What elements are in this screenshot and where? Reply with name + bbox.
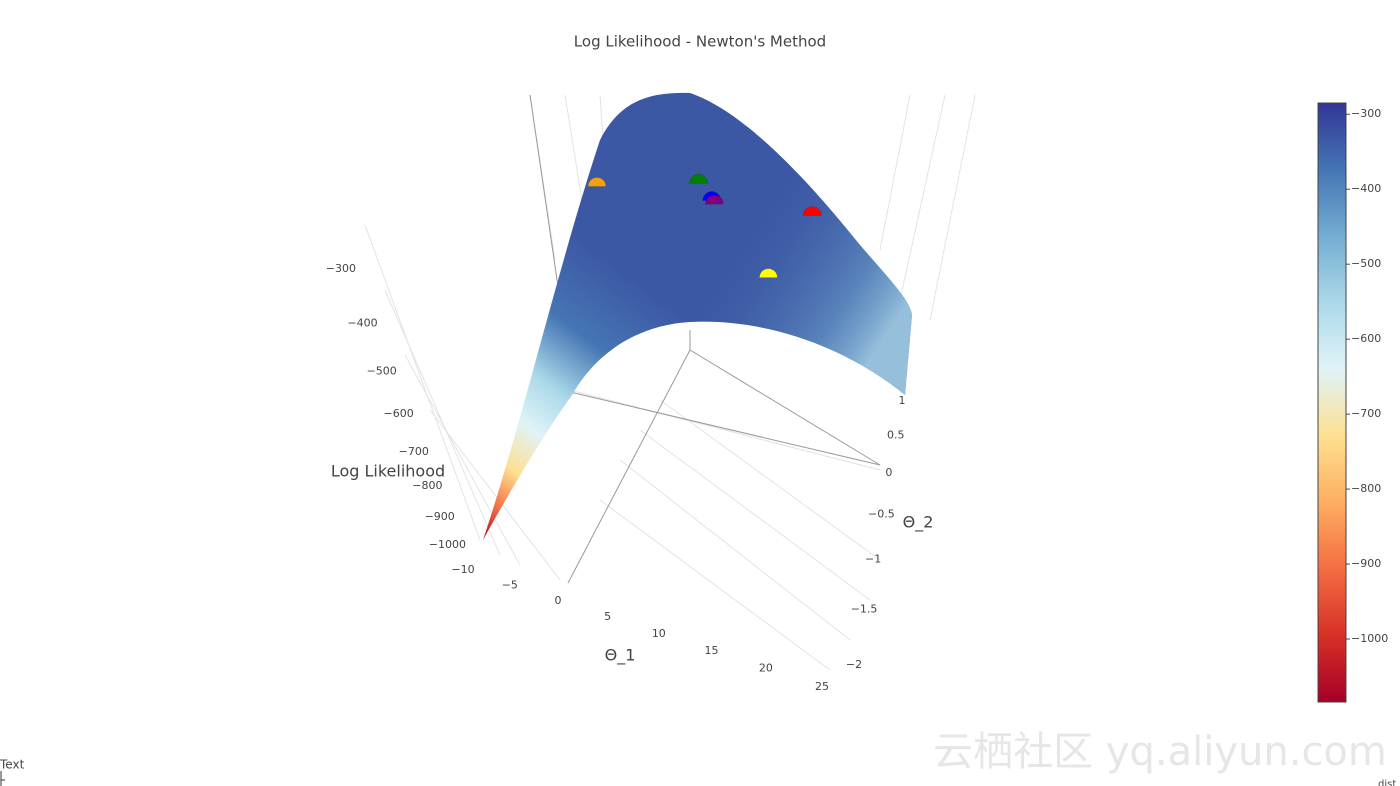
z-axis-title: Log Likelihood [331, 462, 445, 481]
y-tick-label: −2 [846, 658, 862, 671]
z-tick-label: −500 [367, 364, 397, 377]
watermark: 云栖社区 yq.aliyun.com [933, 729, 1387, 775]
marker [587, 177, 607, 187]
x-tick-label: 5 [604, 610, 611, 623]
colorbar-tick-label: −300 [1351, 107, 1381, 120]
y-tick-label: 0 [885, 466, 892, 479]
x-axis-title: Θ_1 [605, 646, 636, 666]
x-tick-label: 15 [705, 644, 719, 657]
colorbar-tick-label: −800 [1351, 482, 1381, 495]
chart-title: Log Likelihood - Newton's Method [574, 33, 826, 51]
marker [803, 206, 822, 216]
marker [759, 268, 778, 278]
surface [483, 92, 912, 541]
y-tick-label: 1 [899, 394, 906, 407]
z-tick-label: −600 [384, 407, 414, 420]
colorbar-tick-label: −700 [1351, 407, 1381, 420]
corner-text: dist [1378, 779, 1396, 786]
z-tick-label: −800 [412, 479, 442, 492]
x-tick-label: −10 [451, 563, 474, 576]
z-tick-label: −300 [326, 262, 356, 275]
colorbar-tick-label: −600 [1351, 332, 1381, 345]
x-tick-label: 10 [652, 627, 666, 640]
y-tick-label: −0.5 [868, 507, 895, 520]
colorbar-tick-label: −1000 [1351, 632, 1388, 645]
marker [705, 194, 724, 205]
footer-glyph [0, 771, 5, 786]
z-tick-label: −700 [399, 445, 429, 458]
x-tick-label: 0 [555, 594, 562, 607]
scene-box [364, 94, 976, 671]
colorbar [1317, 102, 1347, 703]
y-axis-title: Θ_2 [903, 513, 934, 533]
z-tick-label: −900 [425, 510, 455, 523]
colorbar-tick-label: −900 [1351, 557, 1381, 570]
y-tick-label: −1 [865, 553, 881, 566]
z-tick-label: −1000 [429, 538, 466, 551]
z-tick-label: −400 [347, 316, 377, 329]
colorbar-tick-label: −400 [1351, 182, 1381, 195]
y-tick-label: −1.5 [851, 603, 878, 616]
surface-shade [600, 92, 912, 396]
colorbar-tick-label: −500 [1351, 257, 1381, 270]
x-tick-label: −5 [502, 578, 518, 591]
footer-text: Text [0, 758, 25, 772]
y-tick-label: 0.5 [887, 429, 905, 442]
x-tick-label: 25 [815, 680, 829, 693]
x-tick-label: 20 [759, 662, 773, 675]
marker [689, 173, 708, 184]
